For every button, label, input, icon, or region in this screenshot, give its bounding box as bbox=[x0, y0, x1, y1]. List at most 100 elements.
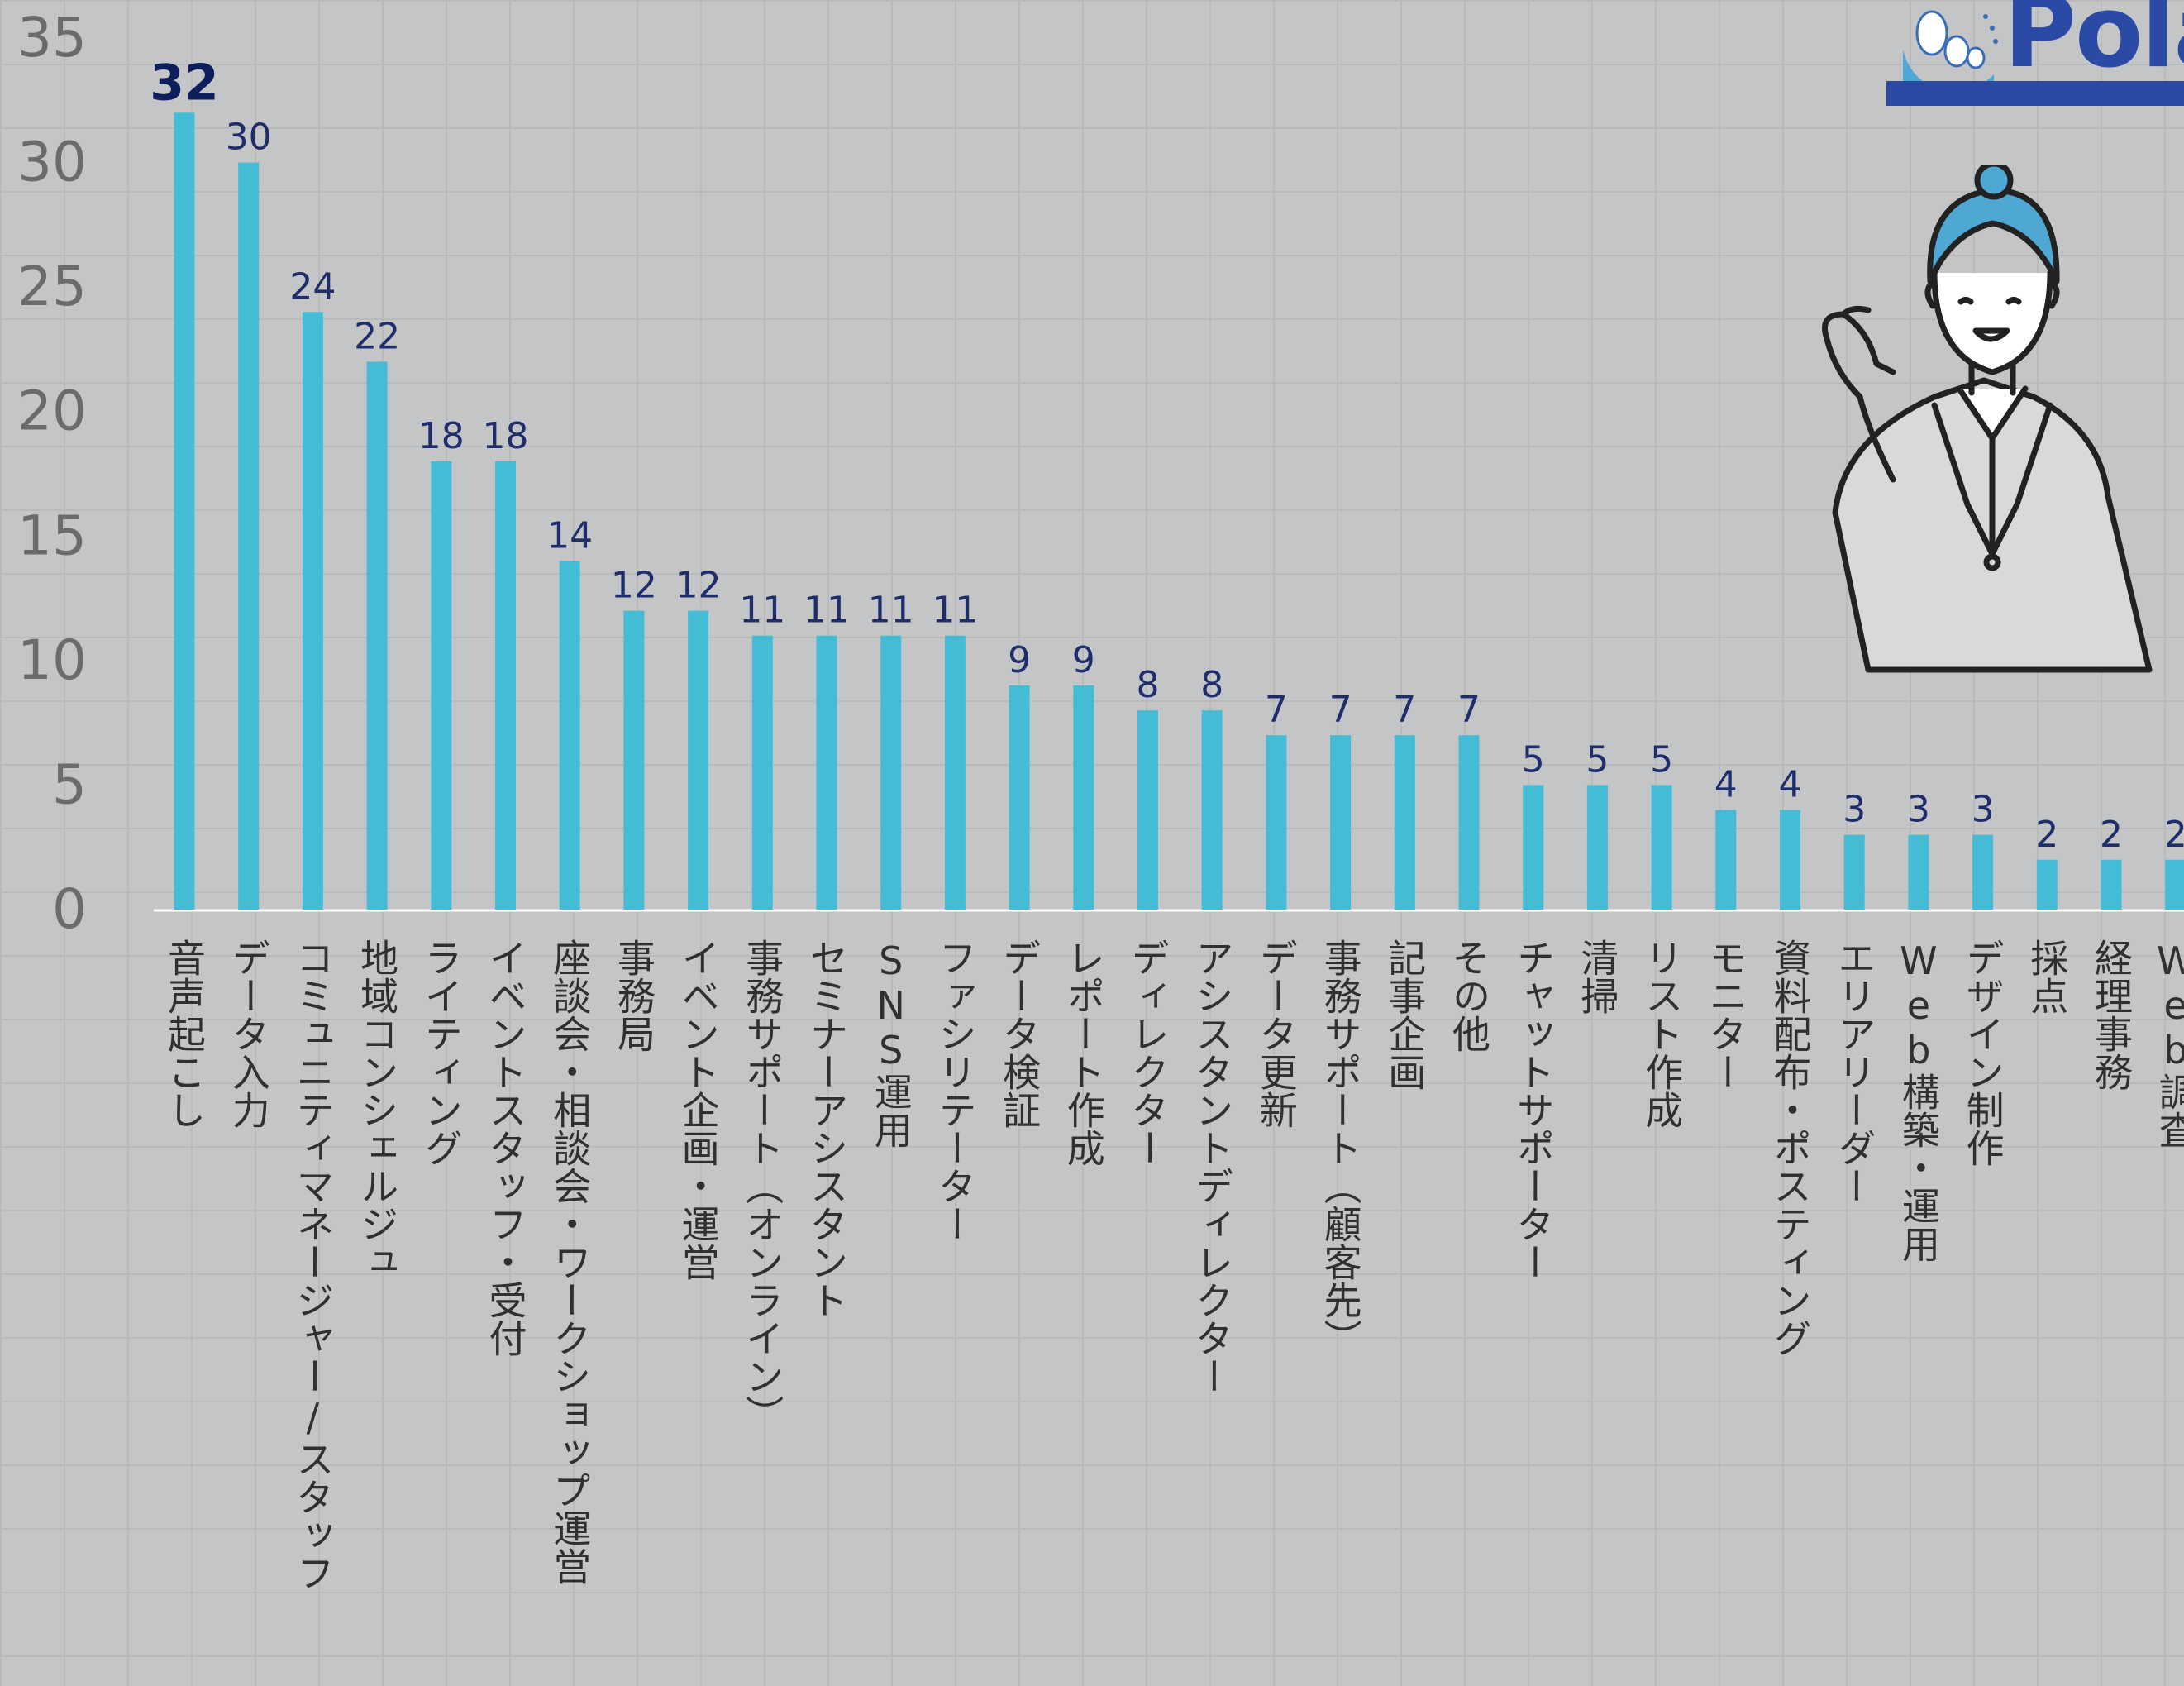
category-label: Web構築・運用 bbox=[1896, 939, 1941, 1263]
category-label: データ入力 bbox=[226, 939, 271, 1129]
bar-value-label: 18 bbox=[418, 415, 465, 457]
bar bbox=[1780, 810, 1800, 910]
bar bbox=[302, 312, 323, 910]
bar-value-label: 4 bbox=[1714, 764, 1738, 806]
bar-value-label: 22 bbox=[354, 315, 400, 357]
bar bbox=[751, 635, 773, 910]
category-label: モニター bbox=[1703, 939, 1748, 1091]
y-tick-label: 10 bbox=[17, 628, 87, 692]
bar bbox=[2036, 859, 2058, 910]
bar bbox=[1843, 834, 1865, 910]
bar-value-label: 11 bbox=[804, 590, 850, 632]
bar bbox=[1266, 735, 1287, 910]
bar-value-label: 24 bbox=[289, 265, 336, 308]
bar-value-label: 5 bbox=[1522, 738, 1545, 781]
bar-value-label: 11 bbox=[868, 590, 914, 632]
bar bbox=[559, 561, 580, 910]
bar bbox=[1073, 685, 1094, 910]
bar-value-label: 2 bbox=[2035, 814, 2058, 856]
bar bbox=[1458, 735, 1480, 910]
bar bbox=[1201, 710, 1223, 910]
bar-value-label: 14 bbox=[546, 514, 593, 556]
bar bbox=[1330, 735, 1352, 910]
category-label: アシスタントディレクター bbox=[1190, 939, 1235, 1395]
bar bbox=[366, 361, 388, 910]
bar bbox=[816, 635, 837, 910]
bar-value-label: 3 bbox=[1843, 789, 1866, 831]
category-label: 事務サポート（顧客先） bbox=[1318, 939, 1363, 1357]
category-label: 記事企画 bbox=[1382, 939, 1428, 1091]
bar-value-label: 5 bbox=[1586, 738, 1609, 781]
bar bbox=[1523, 785, 1544, 910]
category-label: その他 bbox=[1447, 939, 1491, 1053]
bar bbox=[1009, 685, 1030, 910]
bar bbox=[2165, 859, 2184, 910]
bar-value-label: 9 bbox=[1072, 639, 1095, 681]
bar-value-label: 32 bbox=[150, 54, 219, 112]
bar bbox=[495, 461, 516, 910]
category-label: データ検証 bbox=[997, 939, 1042, 1129]
category-label: イベントスタッフ・受付 bbox=[483, 939, 528, 1357]
bar-value-label: 11 bbox=[739, 590, 785, 632]
bar-value-label: 18 bbox=[483, 415, 529, 457]
category-label: 音声起こし bbox=[162, 939, 207, 1129]
category-label: デザイン制作 bbox=[1960, 939, 2005, 1167]
bar-value-label: 2 bbox=[2164, 814, 2184, 856]
bar bbox=[431, 461, 452, 910]
y-tick-label: 15 bbox=[17, 504, 87, 567]
bar bbox=[1972, 834, 1994, 910]
bar-value-label: 7 bbox=[1393, 689, 1416, 731]
presenter-woman-illustration bbox=[1822, 165, 2153, 673]
category-label: 資料配布・ポスティング bbox=[1767, 939, 1813, 1357]
bar bbox=[623, 610, 645, 910]
bar-value-label: 7 bbox=[1329, 689, 1352, 731]
category-label: チャットサポーター bbox=[1510, 939, 1556, 1281]
bar-value-label: 2 bbox=[2100, 814, 2123, 856]
category-label: SNS運用 bbox=[868, 939, 913, 1149]
category-label: 事務サポート（オンライン） bbox=[740, 939, 785, 1433]
bar bbox=[1651, 785, 1672, 910]
bar-value-label: 12 bbox=[675, 565, 722, 607]
y-tick-label: 0 bbox=[52, 877, 87, 941]
category-label: リスト作成 bbox=[1639, 939, 1685, 1129]
bar-value-label: 8 bbox=[1200, 664, 1223, 706]
bar bbox=[1394, 735, 1415, 910]
bars bbox=[174, 112, 2184, 910]
category-label: 地域コンシェルジュ bbox=[355, 939, 400, 1281]
category-label: データ更新 bbox=[1253, 939, 1299, 1129]
y-tick-label: 35 bbox=[17, 6, 87, 69]
category-label: Web調査 bbox=[2153, 939, 2184, 1149]
bar-value-label: 4 bbox=[1779, 764, 1802, 806]
bar-value-label: 7 bbox=[1457, 689, 1481, 731]
bar bbox=[1137, 710, 1158, 910]
category-label: 採点 bbox=[2024, 939, 2070, 1015]
bar-value-label: 30 bbox=[226, 117, 272, 159]
category-label: ライティング bbox=[418, 939, 464, 1167]
category-label: 座談会・相談会・ワークショップ運営 bbox=[547, 939, 593, 1585]
bar-value-label: 12 bbox=[611, 565, 657, 607]
logo-text: Pola bbox=[2004, 0, 2184, 90]
bar bbox=[1715, 810, 1737, 910]
bar bbox=[1908, 834, 1929, 910]
logo-bar bbox=[1886, 81, 2184, 106]
y-axis: 0 5 10 15 20 25 30 35 bbox=[17, 6, 87, 941]
bar bbox=[688, 610, 709, 910]
category-label: ディレクター bbox=[1125, 939, 1171, 1167]
bar bbox=[944, 635, 966, 910]
category-label: イベント企画・運営 bbox=[675, 939, 721, 1281]
category-label: ファシリテーター bbox=[932, 939, 978, 1243]
bar bbox=[238, 162, 260, 910]
category-label: 経理事務 bbox=[2089, 939, 2134, 1091]
y-tick-label: 25 bbox=[17, 255, 87, 318]
y-tick-label: 30 bbox=[17, 131, 87, 194]
category-label: セミナーアシスタント bbox=[804, 939, 849, 1319]
bar bbox=[880, 635, 902, 910]
logo: Pola bbox=[1886, 0, 2184, 106]
bar-value-label: 11 bbox=[932, 590, 978, 632]
bar-value-label: 8 bbox=[1137, 664, 1160, 706]
category-label: 事務局 bbox=[611, 939, 656, 1053]
category-label: コミュニティマネージャー/スタッフ bbox=[290, 939, 336, 1592]
category-label: エリアリーダー bbox=[1832, 939, 1877, 1205]
